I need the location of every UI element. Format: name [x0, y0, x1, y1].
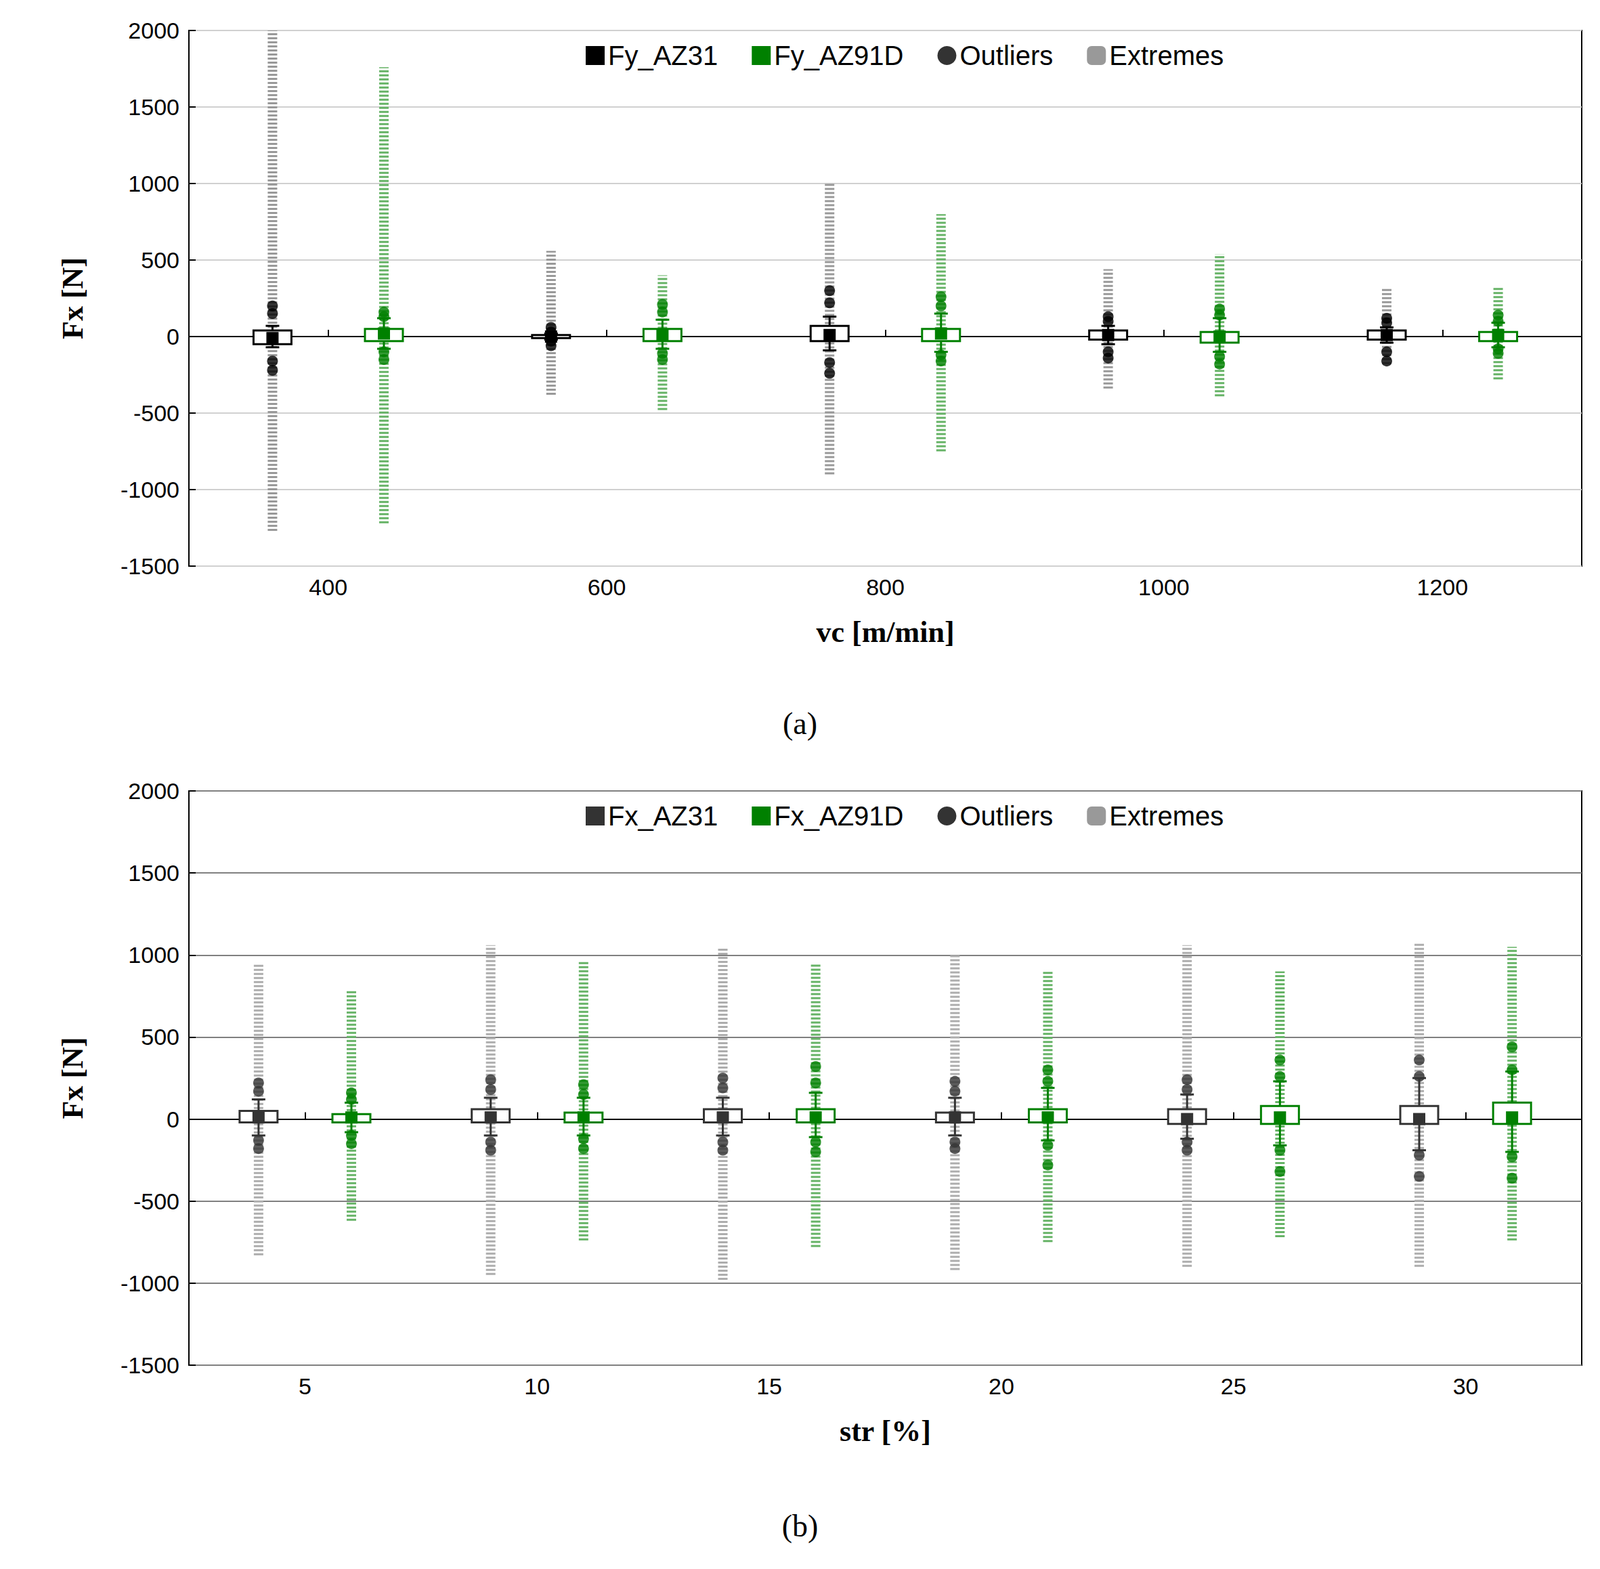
svg-text:-1000: -1000	[120, 1270, 180, 1296]
svg-text:400: 400	[308, 574, 348, 600]
svg-text:20: 20	[988, 1373, 1015, 1399]
svg-text:1000: 1000	[127, 941, 180, 968]
svg-text:0: 0	[166, 323, 180, 350]
svg-text:Fy_AZ31: Fy_AZ31	[608, 40, 718, 71]
svg-text:-1500: -1500	[120, 553, 180, 579]
svg-text:1500: 1500	[127, 94, 180, 120]
svg-text:Fx_AZ91D: Fx_AZ91D	[773, 801, 904, 831]
svg-text:15: 15	[756, 1373, 783, 1399]
svg-text:-500: -500	[133, 1188, 180, 1215]
svg-text:25: 25	[1220, 1373, 1247, 1399]
svg-text:5: 5	[298, 1373, 312, 1399]
svg-text:-1000: -1000	[120, 476, 180, 503]
svg-text:Fx [N]: Fx [N]	[56, 257, 90, 340]
svg-text:2000: 2000	[127, 777, 180, 804]
svg-text:800: 800	[866, 574, 905, 600]
svg-text:Fx_AZ31: Fx_AZ31	[608, 801, 718, 831]
svg-text:Fx [N]: Fx [N]	[56, 1037, 90, 1120]
svg-text:(b): (b)	[782, 1508, 819, 1544]
svg-text:Outliers: Outliers	[959, 801, 1053, 831]
svg-text:1500: 1500	[127, 859, 180, 886]
svg-text:1000: 1000	[1138, 574, 1190, 600]
svg-text:Extremes: Extremes	[1109, 801, 1224, 831]
svg-text:0: 0	[166, 1106, 180, 1133]
svg-text:Extremes: Extremes	[1109, 40, 1224, 71]
svg-text:30: 30	[1453, 1373, 1479, 1399]
svg-text:Outliers: Outliers	[959, 40, 1053, 71]
svg-text:500: 500	[140, 247, 180, 273]
svg-text:-1500: -1500	[120, 1352, 180, 1378]
svg-text:10: 10	[524, 1373, 550, 1399]
svg-text:2000: 2000	[127, 17, 180, 44]
svg-text:500: 500	[140, 1023, 180, 1050]
svg-text:(a): (a)	[782, 706, 818, 741]
svg-text:vc [m/min]: vc [m/min]	[815, 615, 955, 649]
svg-text:600: 600	[587, 574, 627, 600]
svg-text:Fy_AZ91D: Fy_AZ91D	[773, 40, 904, 71]
svg-text:-500: -500	[133, 400, 180, 426]
svg-text:1200: 1200	[1416, 574, 1468, 600]
svg-text:str [%]: str [%]	[839, 1414, 932, 1448]
svg-text:1000: 1000	[127, 170, 180, 197]
